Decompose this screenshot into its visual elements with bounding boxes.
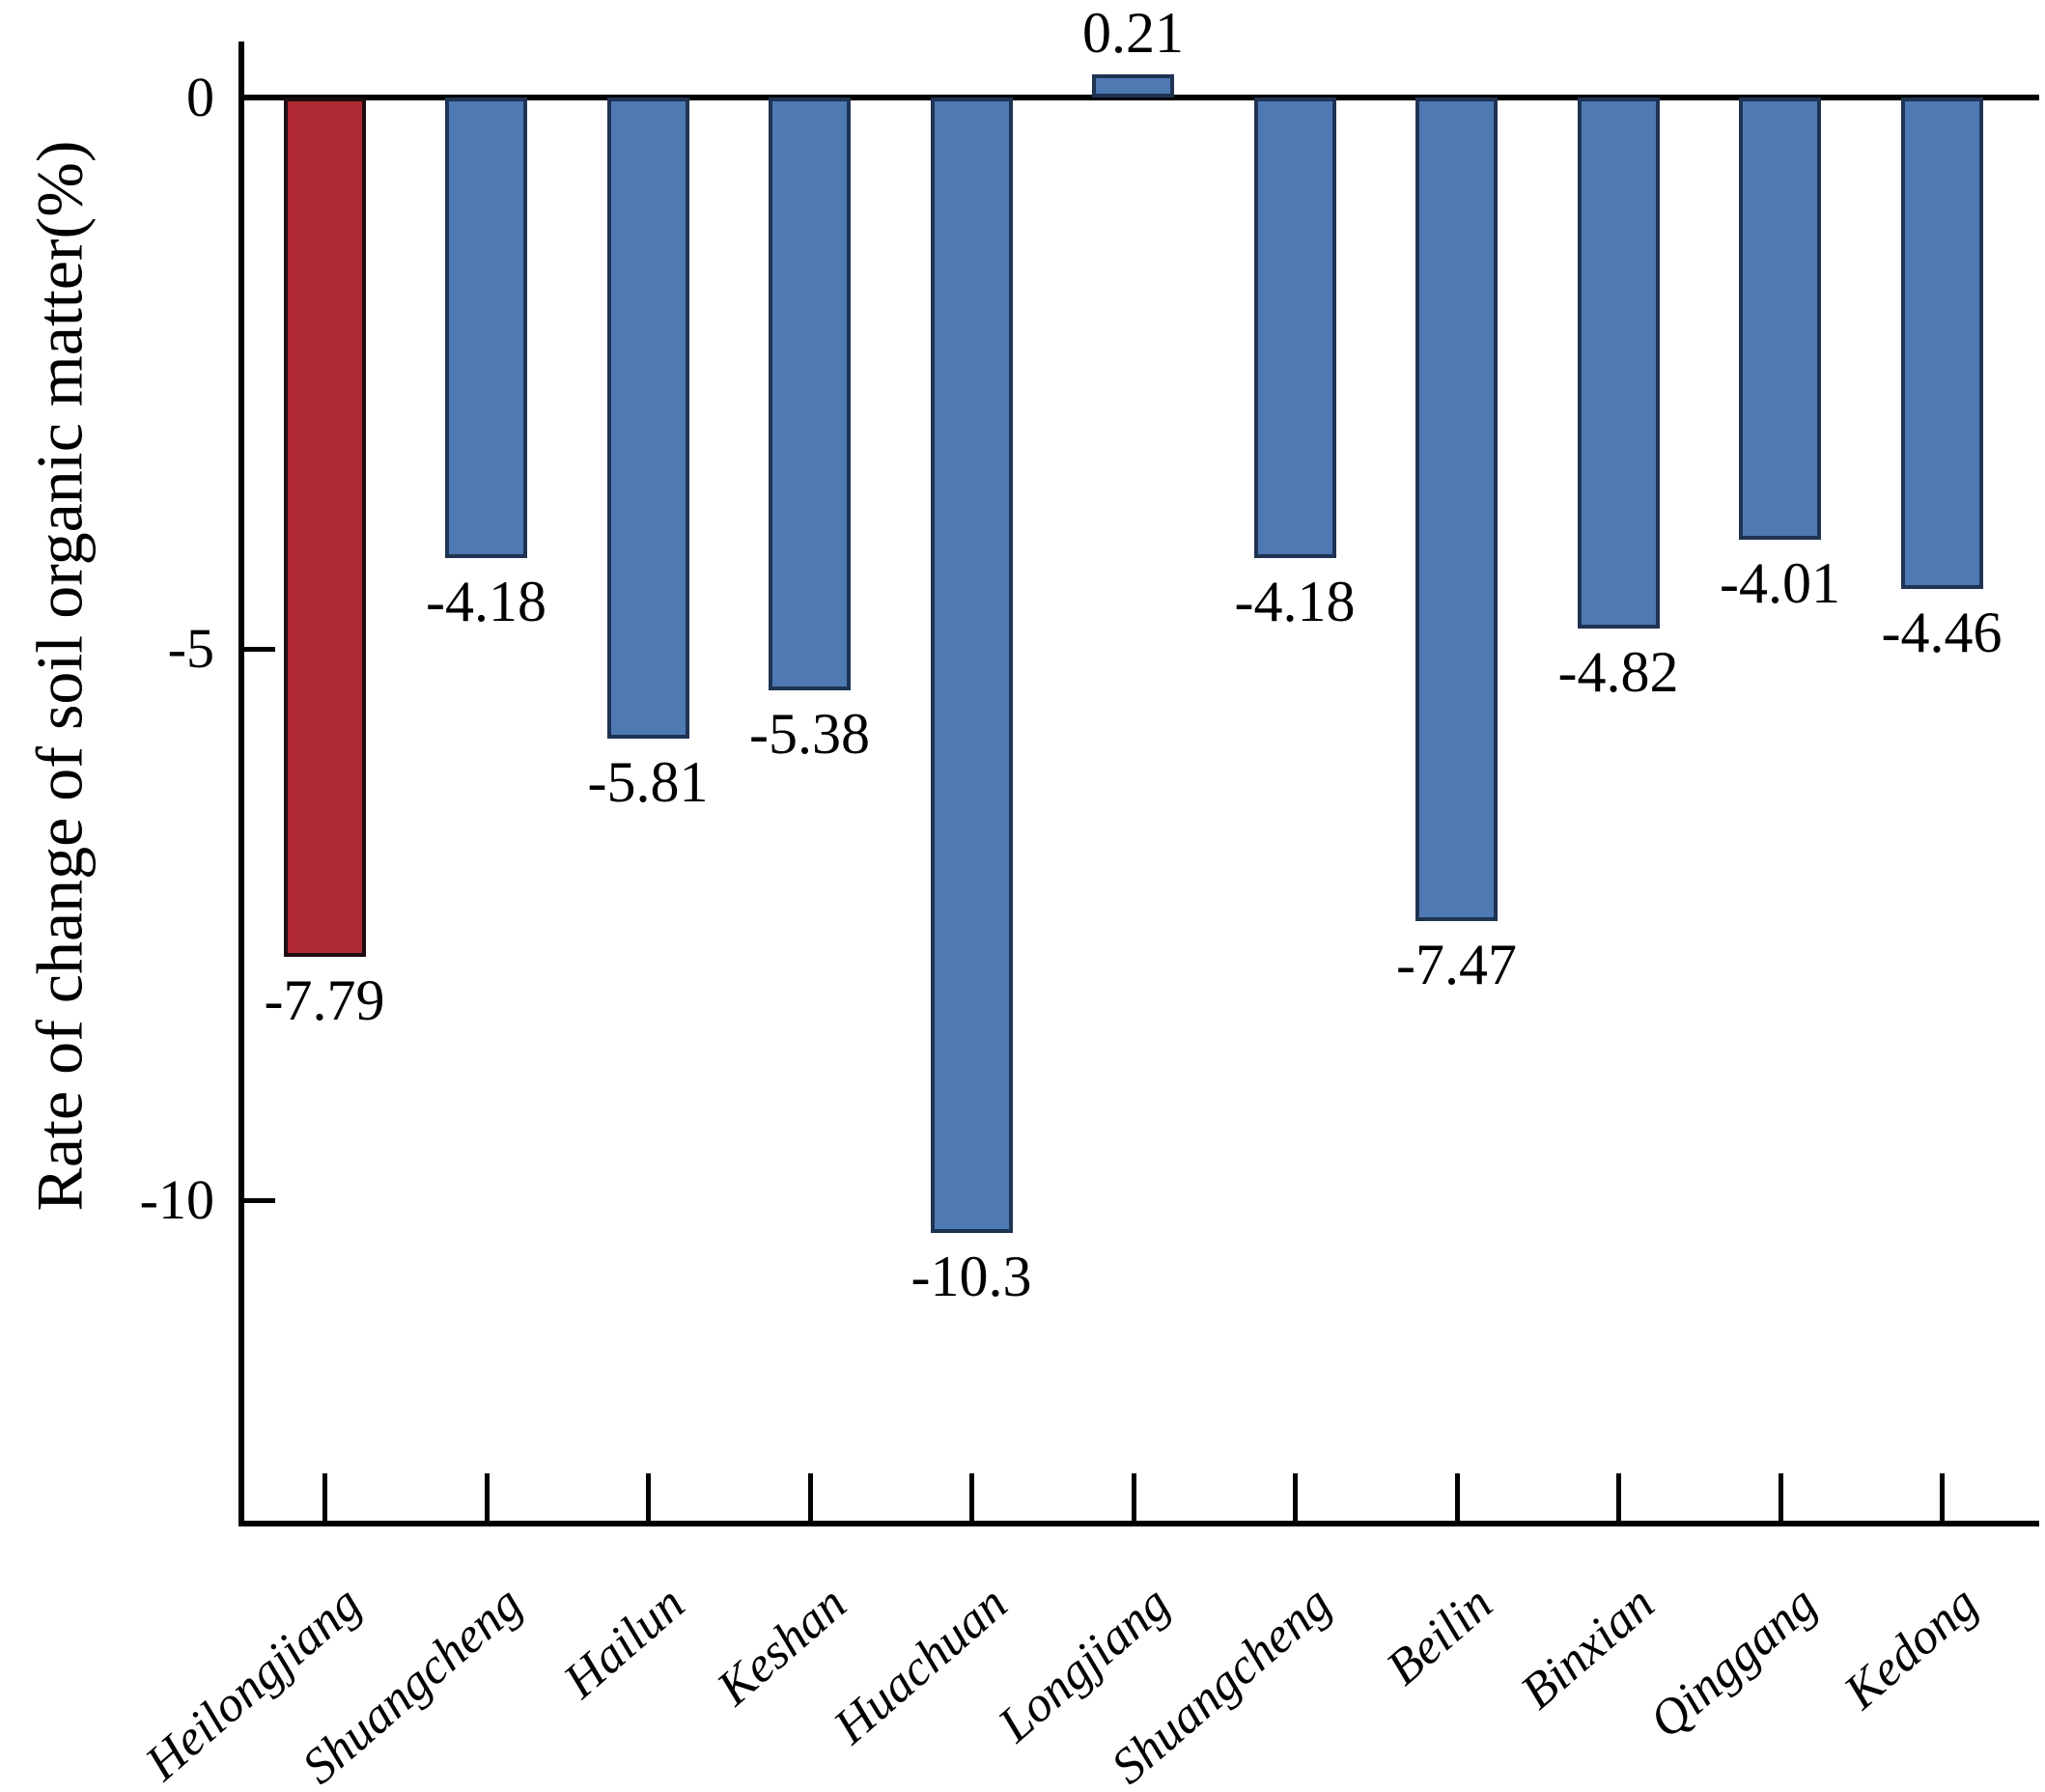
x-tick-mark bbox=[484, 1473, 490, 1524]
bar-value-label: -4.82 bbox=[1557, 640, 1679, 705]
bar-longjiang bbox=[1092, 74, 1174, 98]
bar-value-label: -5.81 bbox=[587, 749, 709, 814]
x-axis-label-huachuan: Huachuan bbox=[824, 1576, 1019, 1755]
x-tick-mark bbox=[807, 1473, 813, 1524]
bar-hailun bbox=[606, 98, 689, 739]
bar-binxian bbox=[1577, 98, 1660, 630]
bar-qinggang bbox=[1739, 98, 1821, 540]
x-tick-mark bbox=[969, 1473, 974, 1524]
bar-value-label: -7.79 bbox=[264, 967, 385, 1032]
x-axis-label-keshan: Keshan bbox=[706, 1576, 856, 1717]
x-axis-label-qinggang: Qinggang bbox=[1639, 1576, 1827, 1750]
x-tick-mark bbox=[646, 1473, 651, 1524]
y-tick-label: -10 bbox=[139, 1168, 214, 1231]
x-tick-mark bbox=[1616, 1473, 1621, 1524]
x-tick-mark bbox=[322, 1473, 327, 1524]
x-axis-label-beilin: Beilin bbox=[1376, 1576, 1503, 1696]
bar-value-label: -4.01 bbox=[1720, 550, 1840, 615]
x-axis-line bbox=[238, 1521, 2039, 1526]
x-tick-mark bbox=[1293, 1473, 1298, 1524]
y-tick-label: 0 bbox=[186, 66, 214, 128]
bar-shuangcheng bbox=[445, 98, 527, 559]
bar-value-label: -7.47 bbox=[1396, 933, 1517, 997]
y-tick-mark bbox=[244, 1198, 275, 1203]
bar-value-label: -5.38 bbox=[749, 702, 870, 767]
y-tick-label: -5 bbox=[167, 617, 214, 680]
x-axis-label-hailun: Hailun bbox=[552, 1576, 695, 1709]
zero-baseline bbox=[238, 95, 2039, 100]
bar-kedong bbox=[1900, 98, 1983, 590]
bar-keshan bbox=[769, 98, 851, 691]
x-tick-mark bbox=[1940, 1473, 1945, 1524]
bar-value-label: -4.46 bbox=[1881, 601, 2003, 665]
bar-value-label: -4.18 bbox=[1234, 570, 1356, 634]
x-tick-mark bbox=[1778, 1473, 1783, 1524]
bar-value-label: -10.3 bbox=[910, 1245, 1032, 1309]
y-axis-line bbox=[238, 42, 244, 1526]
bar-huachuan bbox=[930, 98, 1013, 1234]
bar-heilongjiang bbox=[283, 98, 366, 957]
bar-value-label: -4.18 bbox=[426, 570, 546, 634]
x-tick-mark bbox=[1454, 1473, 1460, 1524]
x-axis-label-kedong: Kedong bbox=[1834, 1576, 1989, 1721]
y-tick-mark bbox=[244, 647, 275, 652]
x-axis-label-binxian: Binxian bbox=[1510, 1576, 1666, 1721]
bar-shuangcheng bbox=[1253, 98, 1336, 559]
x-tick-mark bbox=[1131, 1473, 1136, 1524]
bar-beilin bbox=[1415, 98, 1498, 922]
bar-value-label: 0.21 bbox=[1082, 1, 1184, 66]
